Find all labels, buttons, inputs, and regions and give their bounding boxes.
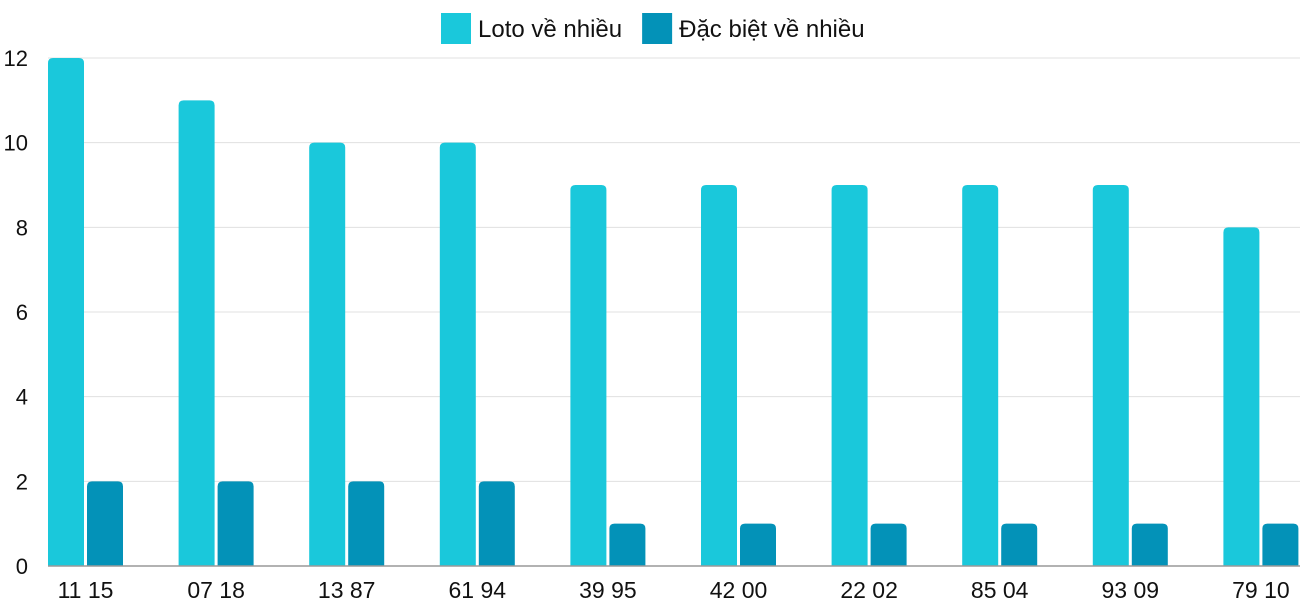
bar-dac-biet [609,523,646,566]
y-tick-label: 0 [16,554,28,579]
y-tick-label: 8 [16,215,28,240]
bar-dac-biet [478,481,515,566]
x-tick-label: 79 10 [1232,577,1290,600]
y-tick-label: 12 [4,46,28,71]
bar-loto [1223,227,1260,567]
legend-swatch [441,13,471,44]
bar-dac-biet [217,481,254,566]
y-tick-label: 2 [16,469,28,494]
legend-label: Đặc biệt về nhiều [679,16,864,43]
x-tick-label: 85 04 [971,577,1029,600]
bar-loto [570,185,607,566]
x-tick-label: 42 00 [710,577,768,600]
bar-loto [831,185,868,566]
y-tick-label: 10 [4,131,28,156]
x-tick-label: 93 09 [1102,577,1160,600]
x-tick-label: 13 87 [318,577,376,600]
bar-dac-biet [1001,523,1038,566]
y-tick-label: 4 [16,385,28,410]
bar-loto [178,100,215,566]
bar-loto [309,142,346,566]
bar-dac-biet [1131,523,1168,566]
bar-dac-biet [740,523,776,566]
bar-dac-biet [348,481,385,566]
x-tick-label: 11 15 [58,577,114,600]
y-axis-ticks: 0 2 4 6 8 10 12 [4,46,28,579]
bar-loto [439,142,476,566]
bar-dac-biet [1262,523,1299,566]
legend-swatch [642,13,673,44]
x-tick-label: 22 02 [840,577,898,600]
x-tick-label: 39 95 [579,577,637,600]
bars [48,58,1299,567]
x-tick-label: 07 18 [187,577,245,600]
bar-loto [701,185,737,566]
x-axis-ticks: 11 15 07 18 13 87 61 94 39 95 42 00 22 02 85 04… [58,577,1290,603]
bar-loto [48,58,84,566]
x-tick-label: 61 94 [449,577,507,600]
bar-loto [962,185,999,566]
gridlines [48,57,1300,482]
bar-dac-biet [87,481,123,566]
y-tick-label: 6 [16,300,28,325]
bar-loto [1092,185,1129,566]
legend: Loto về nhiều Đặc biệt về nhiều [441,13,865,44]
legend-label: Loto về nhiều [478,16,622,43]
bar-dac-biet [870,523,907,566]
